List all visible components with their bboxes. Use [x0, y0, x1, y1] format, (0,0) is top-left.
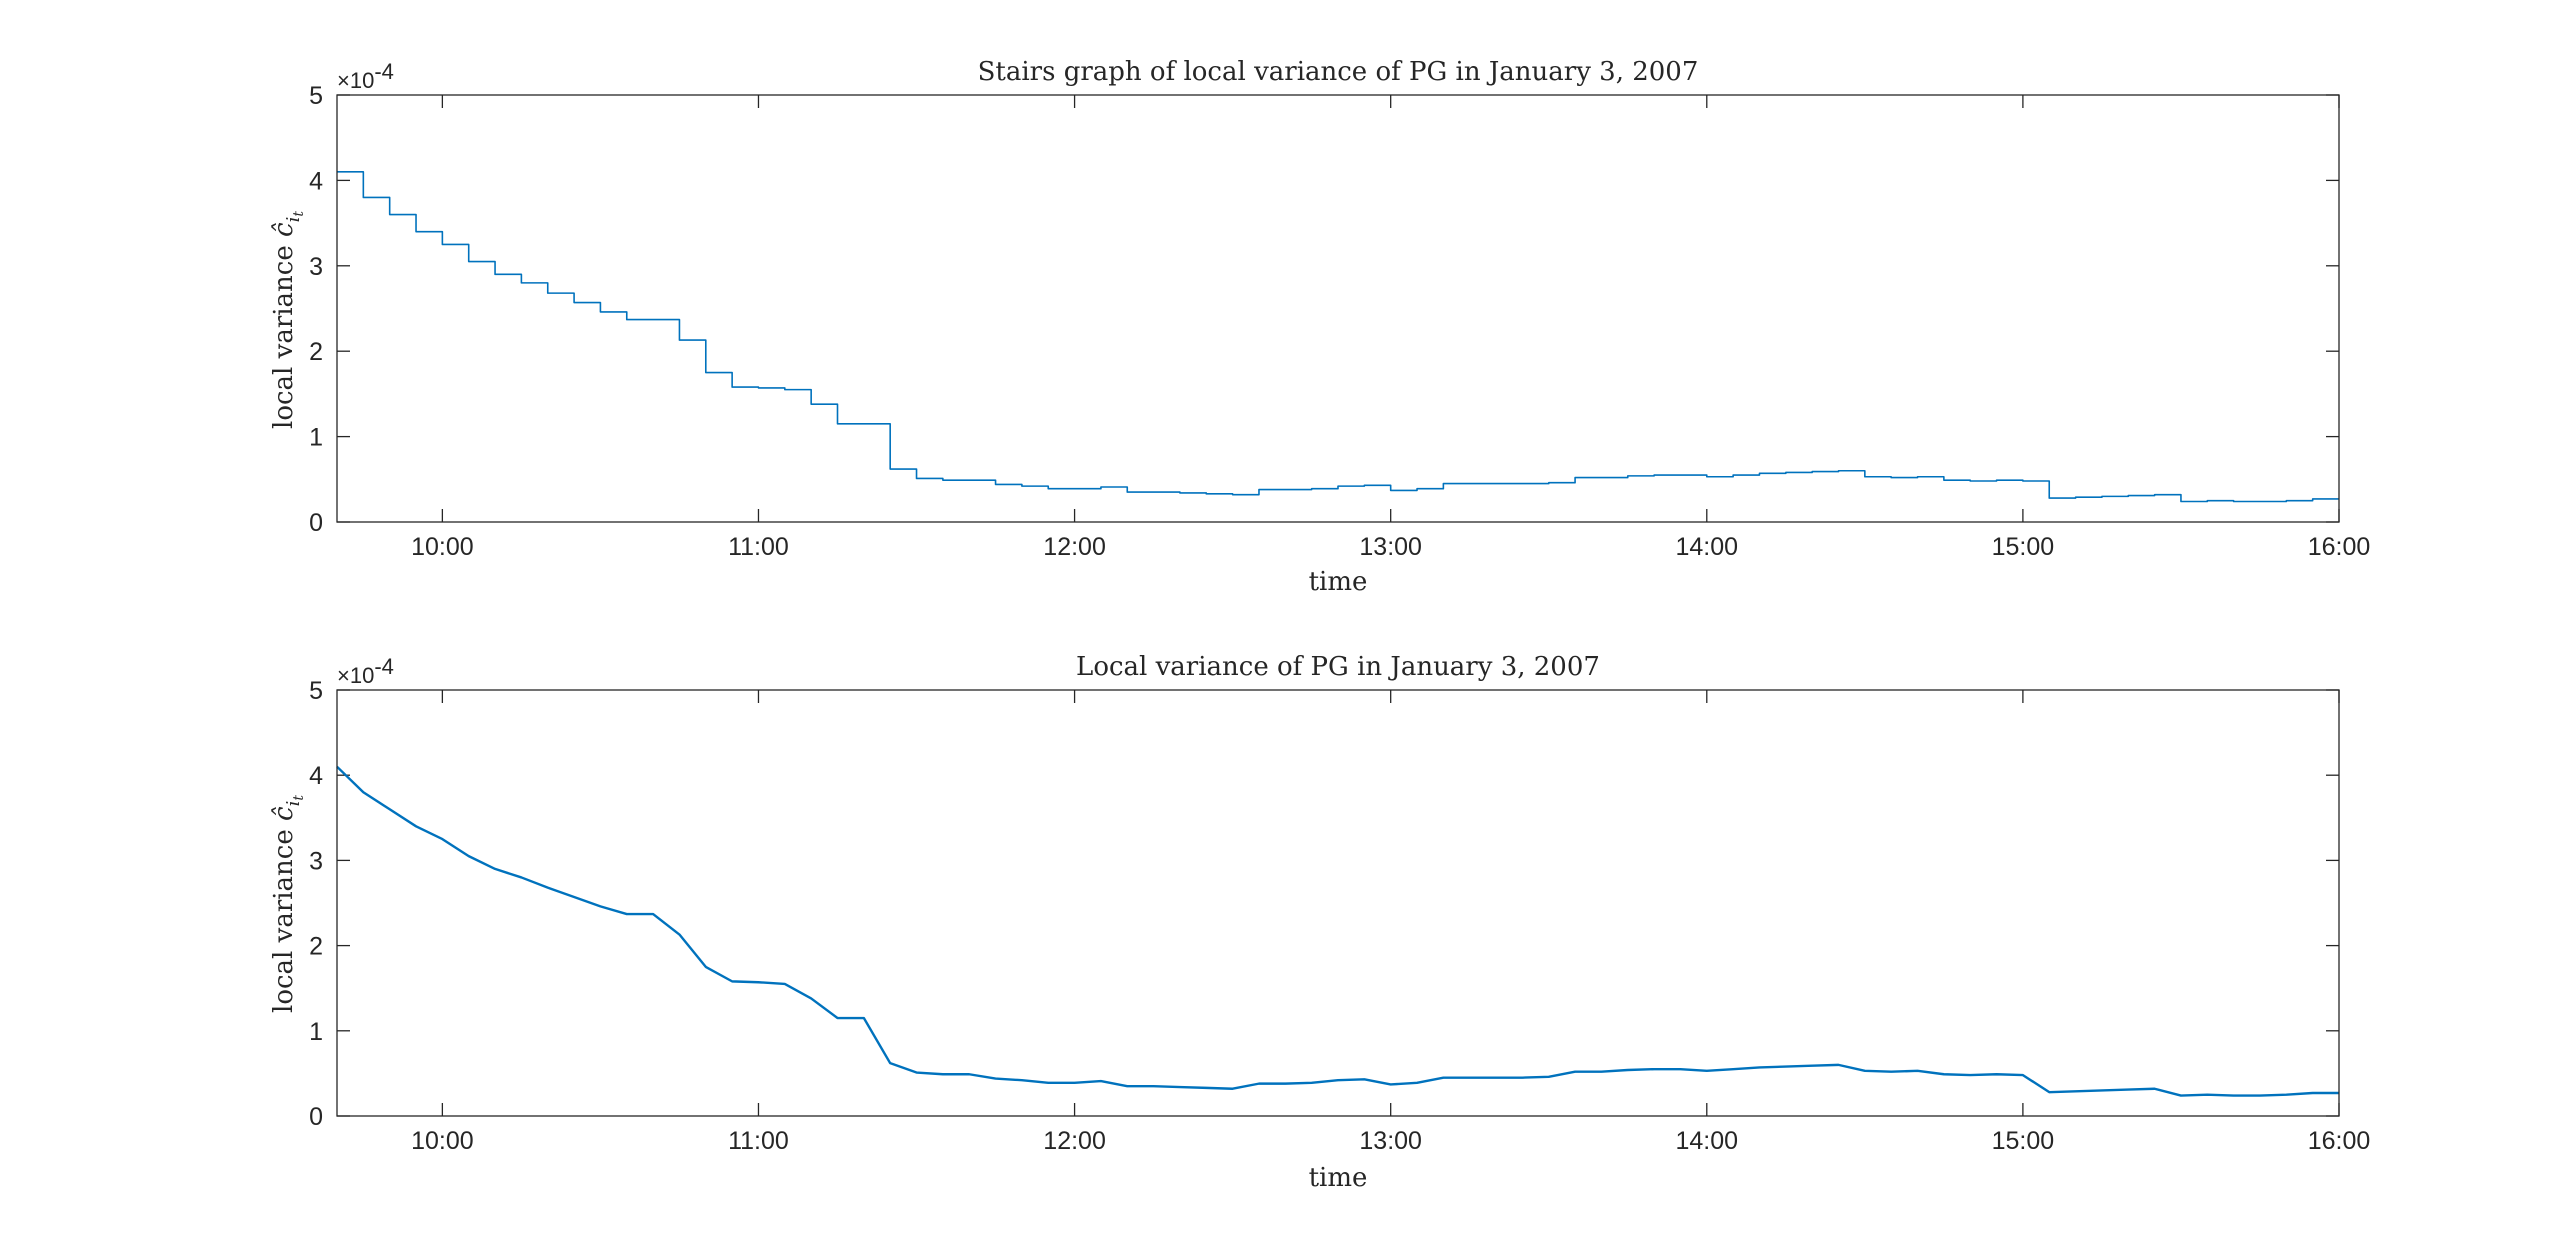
x-tick-label: 11:00	[728, 533, 789, 561]
x-tick-label: 16:00	[2308, 1127, 2371, 1155]
x-axis-label: time	[1309, 1163, 1368, 1193]
x-tick-label: 11:00	[728, 1127, 789, 1155]
chart-line: Local variance of PG in January 3, 2007 …	[269, 652, 2370, 1193]
plot-area	[337, 171, 2339, 503]
x-axis-label: time	[1309, 567, 1368, 597]
y-axis-label-subsubscript: t	[291, 211, 307, 217]
x-tick-label: 15:00	[1992, 1127, 2055, 1155]
y-axis-label: local variance ĉit	[269, 795, 307, 1013]
y-tick-label: 5	[309, 677, 323, 705]
series-line	[336, 765, 2339, 1097]
y-axis-label-symbol: ĉ	[269, 222, 299, 237]
x-tick-label: 10:00	[411, 533, 474, 561]
plot-area	[336, 765, 2339, 1097]
x-tick-label: 15:00	[1992, 533, 2055, 561]
y-exponent-label: ×10-4	[337, 654, 394, 688]
y-tick-label: 3	[309, 253, 323, 281]
x-tick-label: 12:00	[1043, 533, 1106, 561]
y-exponent-power: -4	[374, 654, 394, 679]
chart-title: Stairs graph of local variance of PG in …	[978, 57, 1699, 87]
y-tick-label: 5	[309, 82, 323, 110]
x-tick-label: 13:00	[1359, 533, 1422, 561]
x-tick-label: 14:00	[1676, 533, 1739, 561]
y-tick-label: 3	[309, 847, 323, 875]
y-tick-label: 4	[309, 762, 323, 790]
axis-tick-labels: 10:00 11:00 12:00 13:00 14:00 15:00 16:00 0 1 2 3 4…	[309, 677, 2370, 1155]
x-tick-label: 16:00	[2308, 533, 2371, 561]
x-tick-label: 10:00	[411, 1127, 474, 1155]
y-tick-label: 0	[309, 509, 323, 537]
y-axis-label-symbol: ĉ	[269, 806, 299, 821]
y-tick-label: 2	[309, 338, 323, 366]
y-tick-label: 2	[309, 933, 323, 961]
y-exponent-label: ×10-4	[337, 59, 394, 93]
y-axis-label-subscript: i	[283, 217, 304, 223]
series-line	[337, 171, 2339, 503]
axis-tick-labels: 10:00 11:00 12:00 13:00 14:00 15:00 16:00 0 1 2 3 4…	[309, 82, 2370, 561]
x-tick-label: 14:00	[1676, 1127, 1739, 1155]
y-axis-label-subscript: i	[283, 801, 304, 807]
y-axis-label: local variance ĉit	[269, 211, 307, 429]
y-tick-label: 1	[309, 424, 323, 452]
axes-box	[336, 94, 2340, 523]
y-axis-label-subsubscript: t	[291, 795, 307, 801]
y-tick-label: 0	[309, 1103, 323, 1131]
x-tick-label: 12:00	[1043, 1127, 1106, 1155]
y-exponent-power: -4	[374, 59, 394, 84]
chart-stairs: Stairs graph of local variance of PG in …	[269, 57, 2370, 597]
x-tick-label: 13:00	[1359, 1127, 1422, 1155]
y-tick-label: 4	[309, 167, 323, 195]
chart-title: Local variance of PG in January 3, 2007	[1076, 652, 1600, 682]
axes-box	[336, 689, 2340, 1117]
y-tick-label: 1	[309, 1018, 323, 1046]
